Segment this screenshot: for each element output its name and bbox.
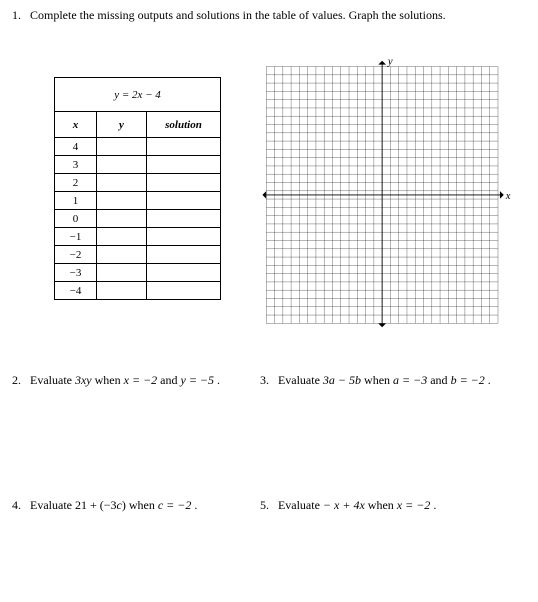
table-row: −3: [55, 264, 221, 282]
q4-cv: c = −2: [158, 498, 192, 512]
cell-y: [97, 174, 147, 192]
cell-solution: [147, 174, 221, 192]
cell-y: [97, 210, 147, 228]
q4-text-c: .: [191, 498, 197, 512]
q4-text-b: when: [126, 498, 158, 512]
q5-text-a: Evaluate: [278, 498, 323, 512]
coordinate-plane: yx: [260, 53, 512, 333]
cell-x: 0: [55, 210, 97, 228]
q3-number: 3.: [260, 373, 278, 388]
q2-yv: y = −5: [181, 373, 215, 387]
cell-y: [97, 282, 147, 300]
cell-x: −3: [55, 264, 97, 282]
cell-y: [97, 138, 147, 156]
cell-solution: [147, 282, 221, 300]
cell-solution: [147, 138, 221, 156]
q2-expr: 3xy: [75, 373, 92, 387]
worksheet-page: 1. Complete the missing outputs and solu…: [0, 0, 538, 521]
cell-solution: [147, 264, 221, 282]
table-row: 0: [55, 210, 221, 228]
questions-4-5: 4. Evaluate 21 + (−3c) when c = −2 . 5. …: [12, 498, 518, 513]
q2-prompt: Evaluate 3xy when x = −2 and y = −5 .: [30, 373, 260, 388]
cell-y: [97, 228, 147, 246]
question-2: 2. Evaluate 3xy when x = −2 and y = −5 .: [12, 373, 260, 388]
cell-x: −1: [55, 228, 97, 246]
q4-text-a: Evaluate: [30, 498, 75, 512]
q2-text-d: .: [214, 373, 220, 387]
question-4: 4. Evaluate 21 + (−3c) when c = −2 .: [12, 498, 260, 513]
values-table: y = 2x − 4 x y solution 4 3 2 1 0 −1 −2 …: [54, 77, 221, 300]
q4-expr: 21 + (−3c): [75, 498, 126, 512]
q1-content: y = 2x − 4 x y solution 4 3 2 1 0 −1 −2 …: [12, 53, 518, 333]
q3-prompt: Evaluate 3a − 5b when a = −3 and b = −2 …: [278, 373, 508, 388]
coordinate-plane-wrap: yx: [260, 53, 512, 333]
cell-y: [97, 192, 147, 210]
q4-number: 4.: [12, 498, 30, 513]
cell-solution: [147, 192, 221, 210]
cell-solution: [147, 156, 221, 174]
q3-text-c: and: [427, 373, 450, 387]
table-row: 1: [55, 192, 221, 210]
q5-text-c: .: [430, 498, 436, 512]
q2-xv: x = −2: [124, 373, 158, 387]
q1-prompt: Complete the missing outputs and solutio…: [30, 8, 518, 23]
header-y: y: [97, 112, 147, 138]
q3-text-a: Evaluate: [278, 373, 323, 387]
cell-x: 4: [55, 138, 97, 156]
q3-bv: b = −2: [451, 373, 485, 387]
question-3: 3. Evaluate 3a − 5b when a = −3 and b = …: [260, 373, 508, 388]
q3-av: a = −3: [393, 373, 427, 387]
cell-y: [97, 264, 147, 282]
cell-x: −4: [55, 282, 97, 300]
q2-text-b: when: [92, 373, 124, 387]
q3-expr: 3a − 5b: [323, 373, 361, 387]
q2-number: 2.: [12, 373, 30, 388]
cell-solution: [147, 228, 221, 246]
table-row: 3: [55, 156, 221, 174]
table-equation: y = 2x − 4: [55, 78, 221, 112]
cell-solution: [147, 210, 221, 228]
table-row: −1: [55, 228, 221, 246]
table-row: 4: [55, 138, 221, 156]
header-solution: solution: [147, 112, 221, 138]
q3-text-b: when: [361, 373, 393, 387]
cell-x: 1: [55, 192, 97, 210]
cell-y: [97, 156, 147, 174]
q5-xv: x = −2: [397, 498, 431, 512]
q5-text-b: when: [365, 498, 397, 512]
q5-number: 5.: [260, 498, 278, 513]
table-row: −2: [55, 246, 221, 264]
cell-x: −2: [55, 246, 97, 264]
q2-text-c: and: [157, 373, 180, 387]
cell-y: [97, 246, 147, 264]
table-row: −4: [55, 282, 221, 300]
cell-solution: [147, 246, 221, 264]
question-1: 1. Complete the missing outputs and solu…: [12, 8, 518, 23]
svg-text:y: y: [387, 57, 393, 68]
question-5: 5. Evaluate − x + 4x when x = −2 .: [260, 498, 508, 513]
values-table-wrap: y = 2x − 4 x y solution 4 3 2 1 0 −1 −2 …: [54, 77, 221, 300]
q1-number: 1.: [12, 8, 30, 23]
svg-text:x: x: [505, 191, 511, 202]
q5-prompt: Evaluate − x + 4x when x = −2 .: [278, 498, 508, 513]
q5-expr: − x + 4x: [323, 498, 365, 512]
cell-x: 2: [55, 174, 97, 192]
table-header-row: x y solution: [55, 112, 221, 138]
questions-2-3: 2. Evaluate 3xy when x = −2 and y = −5 .…: [12, 373, 518, 388]
q4-prompt: Evaluate 21 + (−3c) when c = −2 .: [30, 498, 260, 513]
table-row: 2: [55, 174, 221, 192]
q2-text-a: Evaluate: [30, 373, 75, 387]
q3-text-d: .: [485, 373, 491, 387]
header-x: x: [55, 112, 97, 138]
cell-x: 3: [55, 156, 97, 174]
